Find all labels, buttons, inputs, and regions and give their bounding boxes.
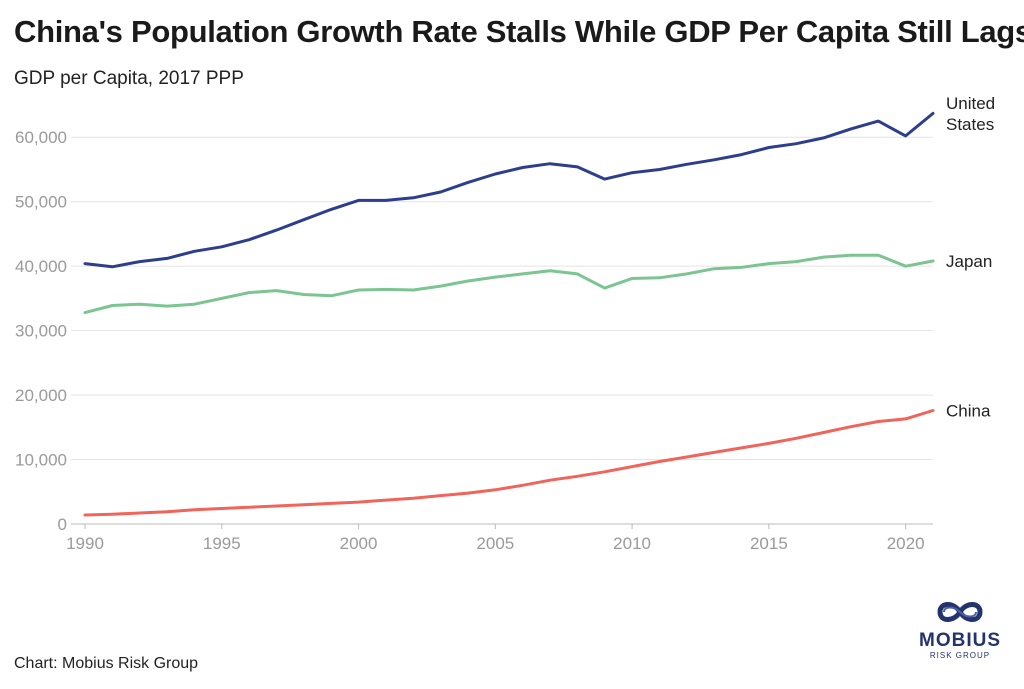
x-tick-label: 1995 xyxy=(203,534,241,553)
x-tick-label: 2015 xyxy=(750,534,788,553)
x-tick-label: 2010 xyxy=(613,534,651,553)
x-tick-label: 2000 xyxy=(340,534,378,553)
chart-source: Chart: Mobius Risk Group xyxy=(14,655,199,672)
gridlines xyxy=(71,136,933,529)
series-label-line: Japan xyxy=(946,252,992,271)
axis-labels: 0 10,000 20,000 30,000 40,000 50,000 60,000 199… xyxy=(15,128,925,553)
x-tick-label: 2005 xyxy=(476,534,514,553)
series-label-japan: Japan xyxy=(946,252,992,271)
series-line-japan xyxy=(83,253,935,315)
series-lines xyxy=(83,111,935,517)
series-line-united-states xyxy=(83,111,935,269)
mobius-infinity-icon xyxy=(937,602,983,622)
chart-title: China's Population Growth Rate Stalls Wh… xyxy=(14,14,1024,49)
y-tick-label: 30,000 xyxy=(15,322,67,341)
chart-subtitle: GDP per Capita, 2017 PPP xyxy=(14,68,244,89)
y-tick-label: 20,000 xyxy=(15,386,67,405)
y-tick-label: 60,000 xyxy=(15,128,67,147)
series-label-united-states: United States xyxy=(946,94,995,134)
y-tick-label: 40,000 xyxy=(15,257,67,276)
x-tick-label: 2020 xyxy=(887,534,925,553)
series-label-line: United xyxy=(946,94,995,113)
series-line-china xyxy=(83,409,935,517)
x-tick-label: 1990 xyxy=(66,534,104,553)
logo-subtitle: RISK GROUP xyxy=(929,651,991,660)
y-tick-label: 50,000 xyxy=(15,193,67,212)
y-tick-label: 0 xyxy=(58,515,67,534)
series-labels: United States Japan China xyxy=(946,94,995,421)
series-label-line: China xyxy=(946,402,991,421)
mobius-logo: MOBIUS RISK GROUP xyxy=(910,598,1010,660)
logo-name: MOBIUS xyxy=(919,630,1001,651)
series-label-line: States xyxy=(946,115,994,134)
series-label-china: China xyxy=(946,402,991,421)
y-tick-label: 10,000 xyxy=(15,451,67,470)
